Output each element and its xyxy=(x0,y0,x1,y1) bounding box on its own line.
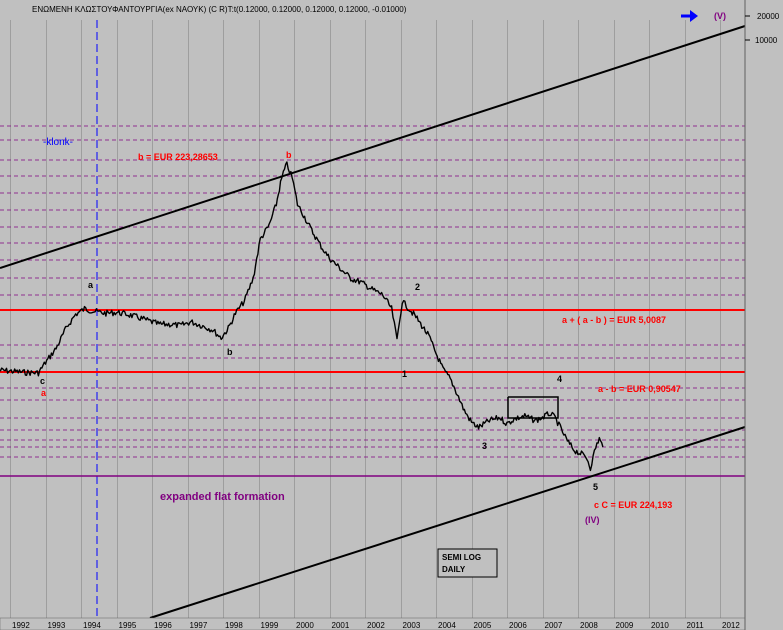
x-tick-label: 2012 xyxy=(722,621,740,630)
x-tick-label: 1994 xyxy=(83,621,101,630)
wave-label: 4 xyxy=(557,374,562,384)
x-tick-label: 2006 xyxy=(509,621,527,630)
x-tick-label: 2007 xyxy=(545,621,563,630)
lower-trend-line xyxy=(149,426,746,619)
trend-lines xyxy=(0,25,746,619)
wave-label: 1 xyxy=(402,369,407,379)
x-tick-label: 2001 xyxy=(332,621,350,630)
klonk-label: -klonk- xyxy=(43,137,73,148)
red-level-lines xyxy=(0,309,745,477)
level-label-a-plus: a + ( a - b ) = EUR 5,0087 xyxy=(562,315,666,325)
x-tick-label: 1999 xyxy=(261,621,279,630)
x-tick-label: 2010 xyxy=(651,621,669,630)
y-axis-ticks: 20000 10000 xyxy=(745,12,780,45)
x-tick-label: 2008 xyxy=(580,621,598,630)
price-series xyxy=(0,161,604,472)
upper-trend-line xyxy=(0,25,746,269)
x-tick-label: 1996 xyxy=(154,621,172,630)
wave-label: a xyxy=(88,280,94,290)
y-tick-label: 20000 xyxy=(757,12,780,21)
horizontal-gridlines xyxy=(0,125,745,458)
wave-label: a xyxy=(41,388,47,398)
x-axis-ticks: 1992 1993 1994 1995 1996 1997 1998 1999 2000 2001… xyxy=(12,621,740,630)
vertical-gridlines xyxy=(10,20,721,618)
formation-label: expanded flat formation xyxy=(160,491,285,503)
x-tick-label: 2002 xyxy=(367,621,385,630)
arrow-right-icon xyxy=(681,10,698,22)
wave-label: 3 xyxy=(482,441,487,451)
x-tick-label: 1997 xyxy=(190,621,208,630)
x-tick-label: 1998 xyxy=(225,621,243,630)
level-label-b: b = EUR 223,28653 xyxy=(138,152,218,162)
scale-note-box xyxy=(437,548,498,578)
wave-label: (V) xyxy=(714,11,726,21)
x-tick-label: 1995 xyxy=(119,621,137,630)
price-line xyxy=(0,161,604,472)
level-label-c: c C = EUR 224,193 xyxy=(594,500,672,510)
wave-label: 5 xyxy=(593,482,598,492)
y-tick-label: 10000 xyxy=(755,36,778,45)
wave-label: c xyxy=(40,376,45,386)
x-tick-label: 2000 xyxy=(296,621,314,630)
scale-note-line2: DAILY xyxy=(442,565,466,574)
x-tick-label: 2011 xyxy=(687,621,705,630)
x-tick-label: 2003 xyxy=(403,621,421,630)
scale-note-line1: SEMI LOG xyxy=(442,553,481,562)
wave-label: (IV) xyxy=(585,515,600,525)
x-tick-label: 2009 xyxy=(616,621,634,630)
chart-title: ΕΝΩΜΕΝΗ ΚΛΩΣΤΟΥΦΑΝΤΟΥΡΓΙΑ(ex ΝΑΟΥΚ) (C R… xyxy=(32,5,407,14)
wave-label: 2 xyxy=(415,282,420,292)
x-tick-label: 2005 xyxy=(474,621,492,630)
x-tick-label: 2004 xyxy=(438,621,456,630)
consolidation-box xyxy=(507,396,559,419)
x-tick-label: 1992 xyxy=(12,621,30,630)
wave-label: b xyxy=(286,150,292,160)
x-tick-label: 1993 xyxy=(48,621,66,630)
wave-label: b xyxy=(227,347,233,357)
level-label-a-minus-b: a - b = EUR 0,90547 xyxy=(598,384,681,394)
